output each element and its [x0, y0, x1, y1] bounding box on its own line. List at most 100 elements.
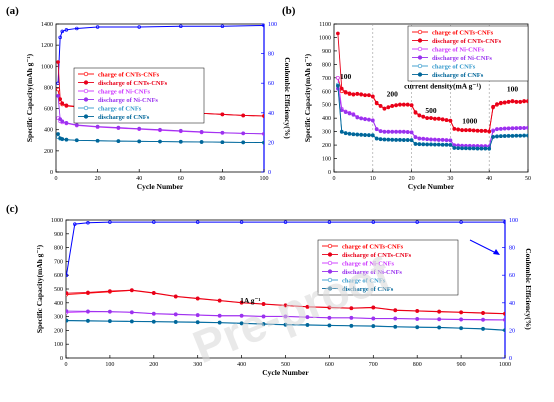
data-point-discharge_cnts_cnfs — [393, 308, 398, 312]
legend-entry: charge of CNFs — [432, 63, 476, 70]
data-point-discharge_cnfs — [374, 136, 379, 141]
data-point-discharge_ni_cnfs — [378, 129, 383, 134]
data-point-discharge_ni_cnfs — [398, 130, 402, 134]
data-point-discharge_cnts_cnfs — [130, 288, 134, 292]
data-point-discharge_cnts_cnfs — [367, 93, 371, 97]
legend: charge of CNTs-CNFs discharge of CNTs-CNF… — [73, 67, 205, 124]
data-point-discharge_cnts_cnfs — [66, 291, 69, 295]
data-point-discharge_ni_cnfs — [510, 126, 515, 131]
data-point-discharge_ni_cnfs — [448, 138, 453, 143]
legend-swatch-marker — [83, 88, 89, 94]
data-point-discharge_cnts_cnfs — [409, 103, 414, 107]
legend-swatch-marker — [327, 269, 333, 274]
x-tick-label: 100 — [105, 362, 114, 368]
efficiency-point — [179, 24, 183, 28]
legend-swatch-marker — [83, 105, 89, 111]
data-point-discharge_ni_cnfs — [409, 130, 414, 135]
data-point-discharge_ni_cnfs — [415, 316, 420, 321]
data-point-discharge_cnts_cnfs — [452, 126, 457, 131]
data-point-discharge_cnts_cnfs — [433, 116, 437, 121]
y-tick-label: 500 — [54, 287, 63, 293]
data-point-discharge_cnfs — [378, 137, 383, 142]
y-tick-label: 200 — [54, 328, 63, 334]
data-point-discharge_cnfs — [66, 318, 69, 323]
panel-a: (a)0 20 40 60 80 1000200400600800100012001400… — [6, 5, 292, 191]
data-point-discharge_ni_cnfs — [58, 117, 63, 121]
legend-swatch-marker — [417, 46, 423, 52]
data-point-discharge_cnts_cnfs — [481, 311, 485, 315]
data-point-discharge_cnts_cnfs — [394, 103, 398, 107]
x-tick-label: 20 — [95, 176, 101, 182]
data-point-discharge_cnfs — [108, 319, 112, 323]
data-point-discharge_cnts_cnfs — [390, 103, 395, 108]
data-point-discharge_cnts_cnfs — [349, 306, 354, 310]
data-point-discharge_ni_cnfs — [413, 135, 418, 140]
efficiency-point — [152, 220, 156, 224]
series-line-discharge_ni_cnfs — [337, 88, 528, 147]
data-point-discharge_cnts_cnfs — [471, 128, 476, 133]
data-point-discharge_ni_cnfs — [367, 117, 371, 122]
data-point-discharge_cnts_cnfs — [339, 86, 344, 91]
legend-swatch-marker — [417, 29, 423, 35]
data-point-discharge_cnts_cnfs — [464, 128, 468, 132]
data-point-discharge_cnfs — [401, 138, 406, 142]
data-point-discharge_cnfs — [440, 142, 445, 147]
efficiency-point — [220, 24, 225, 28]
data-point-discharge_cnts_cnfs — [487, 129, 492, 134]
legend-swatch-marker — [327, 252, 333, 257]
data-point-discharge_ni_cnfs — [241, 131, 246, 136]
data-point-discharge_cnfs — [483, 146, 488, 151]
y-tick-label: 400 — [322, 116, 331, 122]
annotation: 100 — [507, 84, 519, 93]
data-point-discharge_ni_cnfs — [351, 112, 356, 117]
data-point-discharge_cnts_cnfs — [425, 116, 429, 120]
x-tick-label: 400 — [237, 362, 246, 368]
data-point-discharge_cnfs — [370, 133, 375, 138]
panel-letter: (a) — [6, 5, 19, 17]
data-point-discharge_cnfs — [95, 138, 100, 143]
data-point-discharge_ni_cnfs — [327, 315, 332, 320]
data-point-discharge_ni_cnfs — [158, 127, 162, 132]
data-point-discharge_cnfs — [502, 134, 507, 138]
y-axis-title: Specific Capacity(mAh g⁻¹) — [25, 53, 34, 142]
data-point-discharge_cnfs — [220, 140, 225, 145]
x-tick-label: 20 — [409, 176, 415, 182]
y-tick-label: 1000 — [51, 218, 63, 224]
efficiency-point — [75, 26, 79, 31]
legend-box — [407, 25, 529, 82]
legend-entry: discharge of CNTs-CNFs — [432, 38, 502, 45]
x-tick-label: 200 — [149, 362, 158, 368]
legend-swatch-marker — [417, 55, 423, 60]
data-point-discharge_cnts_cnfs — [467, 128, 472, 132]
data-point-discharge_ni_cnfs — [437, 317, 441, 321]
efficiency-point — [195, 220, 200, 224]
y2-tick-label: 20 — [509, 328, 515, 334]
y2-tick-label: 60 — [509, 273, 515, 279]
data-point-discharge_cnts_cnfs — [108, 289, 112, 293]
data-point-discharge_ni_cnfs — [374, 127, 379, 132]
legend-entry: discharge of CNTs-CNFs — [342, 252, 412, 259]
efficiency-point — [137, 25, 141, 29]
legend-entry: charge of CNTs-CNFs — [98, 71, 160, 78]
y2-axis-title: Coulombic Efficiency(%) — [524, 248, 533, 330]
data-point-discharge_ni_cnfs — [130, 310, 134, 315]
data-point-discharge_cnfs — [452, 146, 457, 150]
efficiency-point — [415, 220, 419, 224]
data-point-discharge_cnts_cnfs — [456, 127, 461, 132]
y-axis-title: Specific Capacity(mAh g⁻¹) — [35, 244, 44, 333]
data-point-discharge_cnts_cnfs — [495, 102, 499, 106]
data-point-discharge_cnts_cnfs — [370, 94, 375, 99]
data-point-discharge_cnts_cnfs — [386, 105, 391, 109]
data-point-discharge_cnfs — [481, 326, 485, 331]
annotation: 100 — [340, 72, 352, 81]
data-point-discharge_ni_cnfs — [349, 315, 354, 320]
y-tick-label: 400 — [44, 128, 53, 134]
x-tick-label: 300 — [193, 362, 202, 368]
data-point-discharge_ni_cnfs — [421, 137, 426, 141]
x-axis-title: Cycle Number — [137, 182, 184, 191]
data-point-discharge_cnts_cnfs — [459, 310, 463, 315]
y-tick-label: 600 — [44, 107, 53, 113]
data-point-discharge_ni_cnfs — [417, 136, 422, 141]
data-point-discharge_ni_cnfs — [514, 126, 519, 131]
